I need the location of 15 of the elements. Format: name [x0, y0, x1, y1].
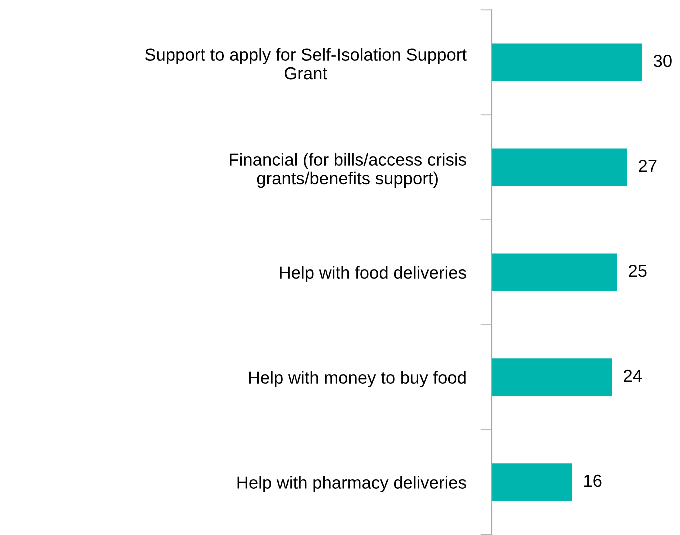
y-tick-label: Financial (for bills/access crisis grants/benefits support) [230, 153, 466, 188]
y-tick-label: Help with pharmacy deliveries [238, 476, 466, 492]
bar [492, 148, 628, 187]
bar [492, 44, 642, 82]
data-label: 27 [639, 160, 657, 172]
y-tick-label: Help with food deliveries [280, 266, 466, 282]
y-tick-label: Help with money to buy food [249, 371, 466, 388]
data-label: 30 [654, 55, 672, 68]
bar [492, 254, 618, 292]
bar [492, 464, 572, 502]
y-tick-label: Support to apply for Self-Isolation Support Grant [145, 48, 467, 80]
data-label: 25 [629, 264, 647, 278]
data-label: 24 [624, 370, 642, 382]
bar [492, 358, 612, 396]
data-label: 16 [584, 474, 602, 488]
